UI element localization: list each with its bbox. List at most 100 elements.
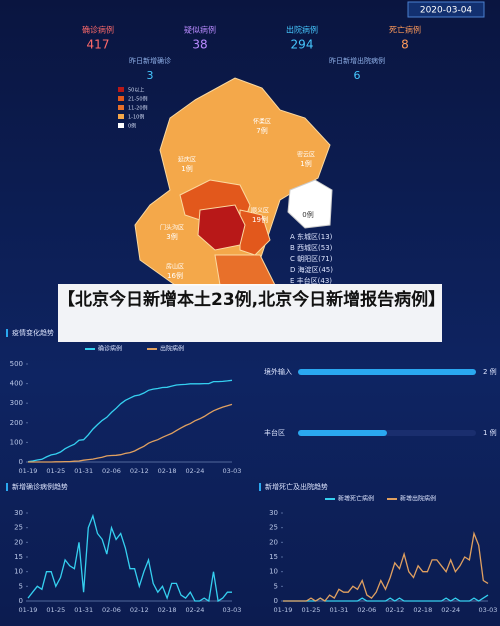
y-tick-label: 100 [10,438,23,446]
x-tick-label: 01-31 [329,606,348,614]
map-label: 门头沟区 [160,224,184,232]
y-tick-label: 30 [14,509,23,517]
x-tick-label: 01-25 [46,606,65,614]
x-tick-label: 01-19 [274,606,293,614]
district-label: A 东城区(13) [290,232,333,241]
stat-label: 出院病例 [286,25,318,35]
map [134,77,333,286]
map-region [197,204,246,251]
chart-title: 新增死亡及出院趋势 [265,482,328,491]
map-region [287,179,333,229]
x-tick-label: 02-12 [130,467,149,475]
legend-label: 新增死亡病例 [338,495,374,503]
x-tick-label: 01-19 [19,606,38,614]
y-tick-label: 200 [10,419,23,427]
stat-label: 确诊病例 [82,25,114,35]
y-tick-label: 400 [10,380,23,388]
legend-label: 50以上 [128,87,144,94]
map-label: 密云区 [297,151,315,159]
value-label: 1 例 [483,428,497,437]
legend-label: 11-20例 [128,105,148,112]
x-tick-label: 02-06 [102,606,121,614]
x-tick-label: 02-12 [385,606,404,614]
daily-value: 3 [147,69,154,82]
stat-value: 38 [192,38,207,52]
x-tick-label: 02-24 [185,606,204,614]
district-label: E 丰台区(43) [290,276,332,285]
y-tick-label: 20 [269,538,278,546]
district-label: C 朝阳区(71) [290,254,333,263]
map-label: 房山区 [166,263,184,271]
x-tick-label: 01-25 [46,467,65,475]
bar-label: 境外输入 [264,367,292,376]
title-marker [6,483,8,491]
x-tick-label: 02-18 [413,606,432,614]
x-tick-label: 02-06 [357,606,376,614]
value-label: 2 例 [483,367,497,376]
x-tick-label: 02-24 [441,606,460,614]
map-label: 平谷区 [299,202,317,210]
x-tick-label: 03-03 [479,606,498,614]
district-label: D 海淀区(45) [290,265,333,274]
y-tick-label: 5 [274,582,278,590]
map-label: 延庆区 [178,156,196,164]
series-line [27,379,233,463]
y-tick-label: 0 [19,458,23,466]
y-tick-label: 500 [10,360,23,368]
y-tick-label: 15 [269,553,278,561]
bar [298,430,387,436]
map-label: 19例 [252,215,268,224]
x-tick-label: 03-03 [223,606,242,614]
map-label: 顺义区 [251,208,269,215]
x-tick-label: 02-24 [185,467,204,475]
y-tick-label: 30 [269,509,278,517]
y-tick-label: 0 [19,597,23,605]
map-region [214,254,276,286]
map-label: 7例 [256,126,267,135]
legend-label: 出院病例 [160,345,184,353]
legend-swatch [118,123,124,128]
y-tick-label: 5 [19,582,23,590]
series-line [27,513,232,603]
district-label: B 西城区(53) [290,244,333,252]
x-tick-label: 02-18 [158,467,177,475]
map-label: 1例 [181,164,192,173]
title-marker [6,329,8,337]
legend-swatch [118,114,124,119]
y-tick-label: 20 [14,538,23,546]
map-label: 16例 [167,271,183,280]
bar-label: 丰台区 [264,428,285,437]
legend-label: 确诊病例 [98,345,122,353]
x-tick-label: 02-12 [130,606,149,614]
legend-swatch [118,105,124,110]
x-tick-label: 01-19 [19,467,38,475]
daily-value: 6 [354,69,361,82]
stat-value: 417 [87,38,110,52]
chart-title: 新增确诊病例趋势 [12,482,68,491]
legend-label: 1-10例 [128,114,144,121]
x-tick-label: 02-06 [102,467,121,475]
map-label: 0例 [302,210,313,219]
legend-swatch [118,96,124,101]
legend-label: 0例 [128,123,136,130]
date-box [407,1,485,18]
y-tick-label: 0 [274,597,278,605]
stat-label: 疑似病例 [184,25,216,35]
stat-label: 死亡病例 [389,25,421,35]
legend-swatch [118,87,124,92]
title-marker [259,483,261,491]
daily-label: 昨日新增确诊 [129,56,171,65]
daily-label: 昨日新增出院病例 [329,56,385,65]
series-line [283,531,489,602]
stat-value: 8 [401,38,409,52]
map-label: 3例 [166,232,177,241]
y-tick-label: 15 [14,553,23,561]
headline: 【北京今日新增本土23例,北京今日新增报告病例】 [58,284,445,342]
x-tick-label: 01-25 [302,606,321,614]
map-label: 1例 [300,159,311,168]
x-tick-label: 01-31 [74,467,93,475]
y-tick-label: 25 [269,524,278,532]
y-tick-label: 10 [14,568,23,576]
